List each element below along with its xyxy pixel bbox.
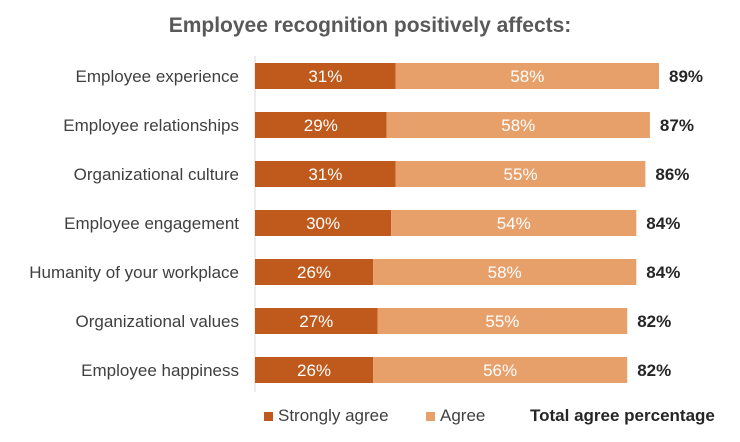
bar-strongly-agree-organizational-values	[255, 308, 378, 334]
data-label-strongly-agree-employee-happiness: 26%	[297, 361, 331, 380]
data-label-agree-humanity-of-your-workplace: 58%	[488, 263, 522, 282]
data-label-strongly-agree-employee-engagement: 30%	[306, 214, 340, 233]
bar-agree-employee-engagement	[391, 210, 637, 236]
bar-strongly-agree-employee-experience	[255, 63, 396, 89]
chart-title: Employee recognition positively affects:	[168, 14, 572, 37]
legend-item-strongly-agree: Strongly agree	[264, 406, 389, 426]
bar-agree-organizational-values	[377, 308, 628, 334]
stacked-bar-chart: Employee experience 31% 58% 89% Employee rel…	[29, 56, 703, 392]
total-label-employee-engagement: 84%	[646, 214, 680, 233]
data-label-agree-organizational-culture: 55%	[504, 165, 538, 184]
data-label-agree-employee-experience: 58%	[510, 67, 544, 86]
data-label-strongly-agree-organizational-values: 27%	[299, 312, 333, 331]
data-label-agree-organizational-values: 55%	[485, 312, 519, 331]
data-label-agree-employee-relationships: 58%	[501, 116, 535, 135]
total-label-employee-experience: 89%	[669, 67, 703, 86]
bar-agree-organizational-culture	[395, 161, 646, 187]
bar-agree-humanity-of-your-workplace	[373, 259, 637, 285]
bar-agree-employee-happiness	[373, 357, 628, 383]
bar-strongly-agree-organizational-culture	[255, 161, 396, 187]
data-label-strongly-agree-employee-experience: 31%	[308, 67, 342, 86]
bar-strongly-agree-employee-happiness	[255, 357, 374, 383]
total-label-employee-happiness: 82%	[637, 361, 671, 380]
legend-label-agree: Agree	[440, 406, 486, 425]
data-label-strongly-agree-employee-relationships: 29%	[304, 116, 338, 135]
total-label-employee-relationships: 87%	[660, 116, 694, 135]
category-label-employee-happiness: Employee happiness	[81, 361, 239, 380]
category-label-employee-experience: Employee experience	[76, 67, 239, 86]
category-label-humanity-of-your-workplace: Humanity of your workplace	[29, 263, 239, 282]
data-label-strongly-agree-organizational-culture: 31%	[308, 165, 342, 184]
legend-swatch-agree	[426, 411, 435, 421]
legend-total-agree: Total agree percentage	[530, 406, 715, 425]
legend-swatch-strongly-agree	[264, 411, 273, 421]
category-label-organizational-values: Organizational values	[76, 312, 239, 331]
category-label-employee-relationships: Employee relationships	[63, 116, 239, 135]
data-label-strongly-agree-humanity-of-your-workplace: 26%	[297, 263, 331, 282]
legend-item-agree: Agree	[426, 406, 485, 426]
category-label-organizational-culture: Organizational culture	[74, 165, 239, 184]
legend: Strongly agree Agree Total agree percent…	[0, 406, 740, 430]
bar-strongly-agree-humanity-of-your-workplace	[255, 259, 374, 285]
bar-agree-employee-experience	[395, 63, 659, 89]
category-label-employee-engagement: Employee engagement	[64, 214, 239, 233]
bar-strongly-agree-employee-engagement	[255, 210, 392, 236]
data-label-agree-employee-happiness: 56%	[483, 361, 517, 380]
data-label-agree-employee-engagement: 54%	[497, 214, 531, 233]
bar-agree-employee-relationships	[386, 112, 650, 138]
total-label-humanity-of-your-workplace: 84%	[646, 263, 680, 282]
legend-label-strongly-agree: Strongly agree	[278, 406, 389, 425]
bar-strongly-agree-employee-relationships	[255, 112, 387, 138]
total-label-organizational-culture: 86%	[655, 165, 689, 184]
total-label-organizational-values: 82%	[637, 312, 671, 331]
